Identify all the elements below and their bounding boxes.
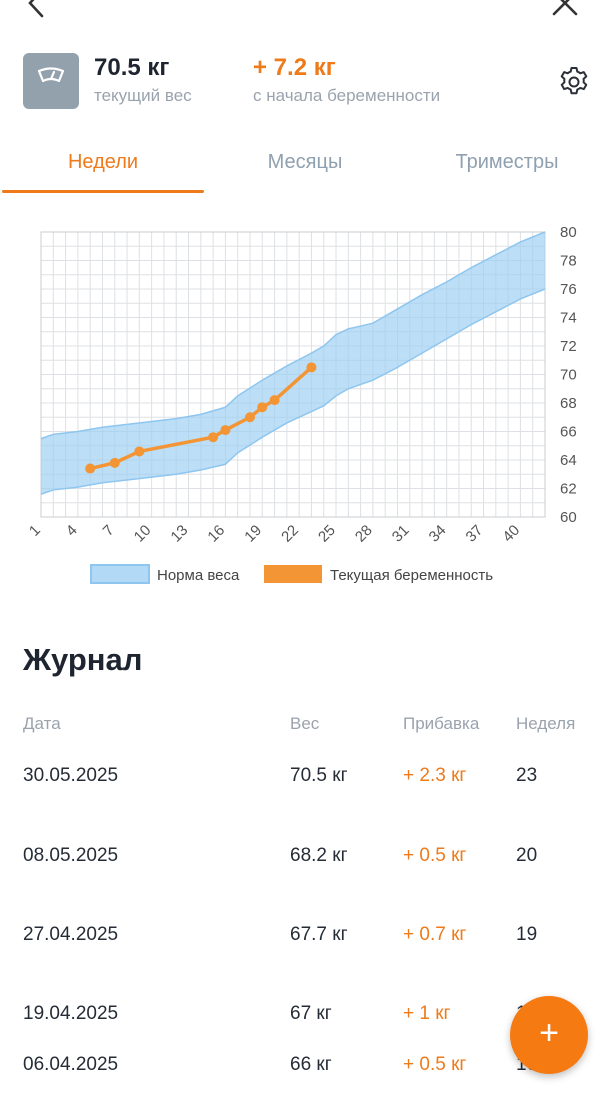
column-header-date: Дата xyxy=(23,714,61,733)
total-gain-value: + 7.2 кг xyxy=(253,54,336,81)
row-gain: + 0.5 кг xyxy=(403,845,467,866)
data-point xyxy=(269,395,280,406)
journal-title: Журнал xyxy=(23,642,143,677)
total-gain-label: с начала беременности xyxy=(253,86,441,105)
tab-weeks[interactable]: Недели xyxy=(67,151,139,173)
norm-band xyxy=(40,231,546,495)
row-weight: 68.2 кг xyxy=(290,845,348,866)
legend-label-current: Текущая беременность xyxy=(330,567,493,584)
y-tick-label: 62 xyxy=(560,481,577,498)
row-weight: 66 кг xyxy=(290,1054,332,1075)
chevron-left-icon[interactable] xyxy=(20,0,54,20)
y-tick-label: 70 xyxy=(560,367,577,384)
current-weight-label: текущий вес xyxy=(94,86,192,105)
x-tick-label: 4 xyxy=(63,522,81,540)
norm-band-upper-edge xyxy=(40,231,546,440)
legend-swatch-norm xyxy=(90,564,150,584)
data-point xyxy=(134,446,145,457)
active-tab-indicator xyxy=(2,190,204,193)
plus-icon: + xyxy=(539,1014,559,1052)
x-tick-label: 22 xyxy=(278,522,302,546)
data-point xyxy=(109,457,120,468)
tab-trimesters[interactable]: Триместры xyxy=(455,151,559,173)
norm-band-lower-edge xyxy=(40,288,546,495)
y-tick-label: 74 xyxy=(560,310,577,327)
x-tick-label: 7 xyxy=(100,522,118,540)
weight-chart: 1 4 7 10 13 16 19 22 25 28 31 34 37 40 60 62 64 66 68 70 72… xyxy=(26,224,577,584)
data-point xyxy=(220,425,231,436)
y-tick-label: 66 xyxy=(560,424,577,441)
y-tick-label: 68 xyxy=(560,395,577,412)
y-tick-label: 76 xyxy=(560,281,577,298)
scale-badge xyxy=(23,53,79,109)
y-tick-label: 80 xyxy=(560,224,577,241)
close-icon[interactable] xyxy=(548,0,582,20)
row-week: 20 xyxy=(516,845,538,866)
y-tick-label: 72 xyxy=(560,338,577,355)
x-tick-label: 28 xyxy=(352,522,376,546)
period-tabs: Недели Месяцы Триместры xyxy=(0,140,600,194)
row-weight: 70.5 кг xyxy=(290,765,348,786)
y-tick-label: 64 xyxy=(560,452,577,469)
x-tick-label: 1 xyxy=(26,522,44,540)
row-date: 06.04.2025 xyxy=(23,1054,119,1075)
row-date: 27.04.2025 xyxy=(23,924,119,945)
y-axis-ticks: 60 62 64 66 68 70 72 74 76 78 80 xyxy=(560,224,577,526)
x-axis-ticks: 1 4 7 10 13 16 19 22 25 28 31 34 37 40 xyxy=(26,522,523,546)
row-date: 08.05.2025 xyxy=(23,845,119,866)
y-tick-label: 60 xyxy=(560,509,577,526)
row-date: 19.04.2025 xyxy=(23,1003,119,1024)
column-header-gain: Прибавка xyxy=(403,714,480,733)
x-tick-label: 19 xyxy=(241,522,265,546)
current-pregnancy-line xyxy=(85,362,317,474)
x-tick-label: 10 xyxy=(131,522,155,546)
gear-icon[interactable] xyxy=(557,65,591,99)
data-point xyxy=(306,362,317,373)
x-tick-label: 25 xyxy=(315,522,339,546)
row-gain: + 0.5 кг xyxy=(403,1054,467,1075)
row-date: 30.05.2025 xyxy=(23,765,119,786)
x-tick-label: 40 xyxy=(499,522,523,546)
x-tick-label: 37 xyxy=(463,522,487,546)
data-point xyxy=(244,412,255,423)
row-week: 19 xyxy=(516,924,538,945)
add-entry-button[interactable]: + xyxy=(510,996,588,1074)
x-tick-label: 34 xyxy=(426,522,450,546)
legend-swatch-current xyxy=(264,565,322,583)
column-header-weight: Вес xyxy=(290,714,320,733)
row-gain: + 0.7 кг xyxy=(403,924,467,945)
data-point xyxy=(85,463,96,474)
data-point xyxy=(208,432,219,443)
x-tick-label: 31 xyxy=(389,522,413,546)
top-navigation xyxy=(0,0,600,20)
weight-summary: 70.5 кг текущий вес + 7.2 кг с начала бе… xyxy=(23,53,588,111)
row-weight: 67.7 кг xyxy=(290,924,348,945)
row-weight: 67 кг xyxy=(290,1003,332,1024)
tab-months[interactable]: Месяцы xyxy=(267,151,343,173)
x-tick-label: 13 xyxy=(168,522,192,546)
row-week: 23 xyxy=(516,765,538,786)
y-tick-label: 78 xyxy=(560,253,577,270)
scale-icon xyxy=(37,67,65,83)
data-point xyxy=(257,402,268,413)
current-weight-value: 70.5 кг xyxy=(94,54,170,81)
row-gain: + 1 кг xyxy=(403,1003,451,1024)
row-gain: + 2.3 кг xyxy=(403,765,467,786)
column-header-week: Неделя xyxy=(516,714,576,733)
chart-legend: Норма веса Текущая беременность xyxy=(90,564,493,584)
plot-border xyxy=(40,231,546,518)
x-tick-label: 16 xyxy=(204,522,228,546)
legend-label-norm: Норма веса xyxy=(157,567,240,584)
